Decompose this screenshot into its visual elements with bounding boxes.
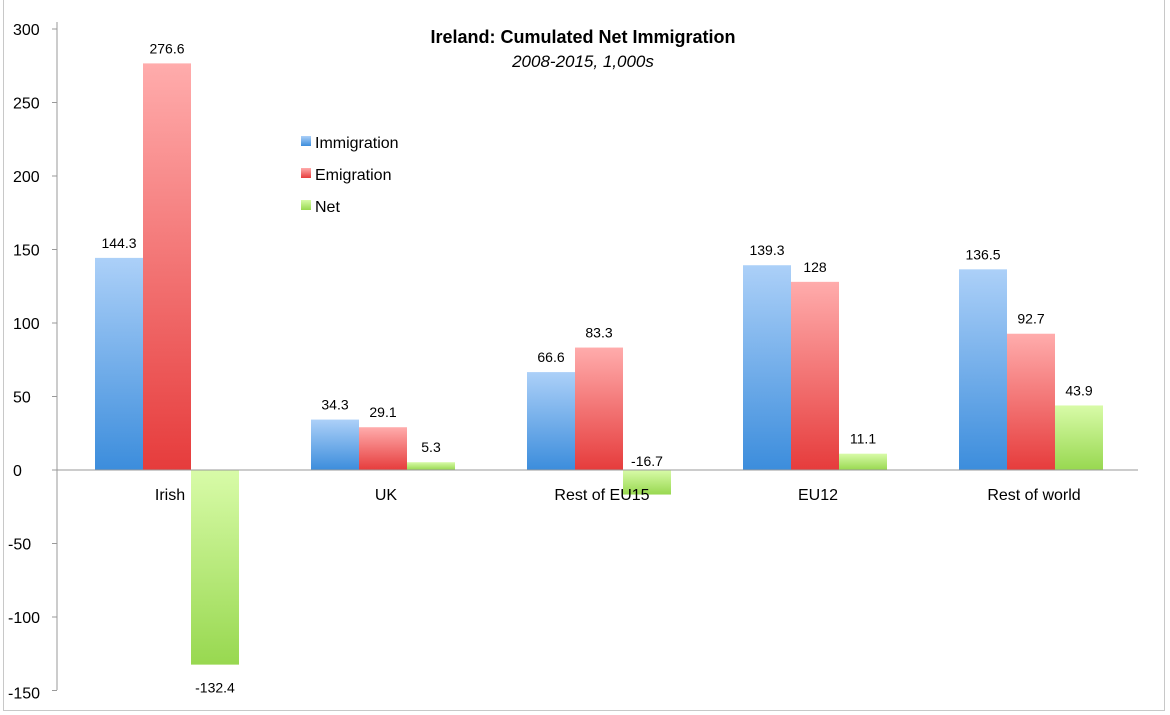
legend-label: Emigration — [315, 167, 391, 184]
bar-emigration — [791, 281, 839, 470]
y-tick-label: 50 — [13, 390, 31, 407]
x-category-label: Rest of EU15 — [554, 487, 649, 504]
data-label: 276.6 — [149, 40, 184, 56]
bar-immigration — [959, 269, 1007, 470]
data-label: -16.7 — [631, 453, 663, 469]
data-label: 5.3 — [421, 439, 441, 455]
y-tick-label: 250 — [13, 96, 40, 113]
y-tick-label: 200 — [13, 169, 40, 186]
y-tick-label: 300 — [13, 22, 40, 39]
data-label: 11.1 — [850, 431, 876, 447]
data-label: 29.1 — [369, 404, 396, 420]
chart-subtitle: 2008-2015, 1,000s — [511, 52, 654, 71]
data-label: 92.7 — [1017, 311, 1044, 327]
bar-emigration — [1007, 333, 1055, 470]
bar-immigration — [743, 265, 791, 470]
data-label: 144.3 — [101, 235, 136, 251]
data-label: 66.6 — [537, 349, 564, 365]
x-category-label: Irish — [155, 487, 185, 504]
y-tick-label: -150 — [8, 686, 40, 703]
y-tick-label: -50 — [8, 537, 31, 554]
bar-emigration — [143, 63, 191, 470]
bar-net — [407, 462, 455, 470]
data-label: 43.9 — [1065, 382, 1092, 398]
data-label: 139.3 — [749, 242, 784, 258]
chart-frame — [3, 0, 1165, 711]
bar-net — [191, 470, 239, 665]
x-category-label: EU12 — [798, 487, 838, 504]
bar-immigration — [95, 257, 143, 470]
legend-swatch-net — [301, 200, 311, 210]
chart-title: Ireland: Cumulated Net Immigration — [430, 27, 735, 47]
bar-net — [1055, 405, 1103, 470]
data-label: 34.3 — [321, 397, 348, 413]
legend-swatch-emigration — [301, 168, 311, 178]
bar-emigration — [575, 347, 623, 470]
data-label: -132.4 — [195, 680, 235, 696]
y-tick-label: -100 — [8, 610, 40, 627]
y-tick-label: 150 — [13, 243, 40, 260]
legend: Immigration Emigration Net — [301, 135, 399, 216]
y-tick-label: 0 — [13, 463, 22, 480]
bar-emigration — [359, 427, 407, 470]
data-label: 136.5 — [965, 246, 1000, 262]
legend-label: Immigration — [315, 135, 399, 152]
data-label: 83.3 — [585, 325, 612, 341]
bar-net — [839, 453, 887, 470]
x-category-label: UK — [375, 487, 398, 504]
data-label: 128 — [803, 259, 827, 275]
legend-label: Net — [315, 199, 340, 216]
legend-swatch-immigration — [301, 136, 311, 146]
y-tick-label: 100 — [13, 316, 40, 333]
x-category-label: Rest of world — [987, 487, 1080, 504]
bar-immigration — [527, 372, 575, 470]
bar-net — [623, 470, 671, 495]
bar-immigration — [311, 419, 359, 470]
